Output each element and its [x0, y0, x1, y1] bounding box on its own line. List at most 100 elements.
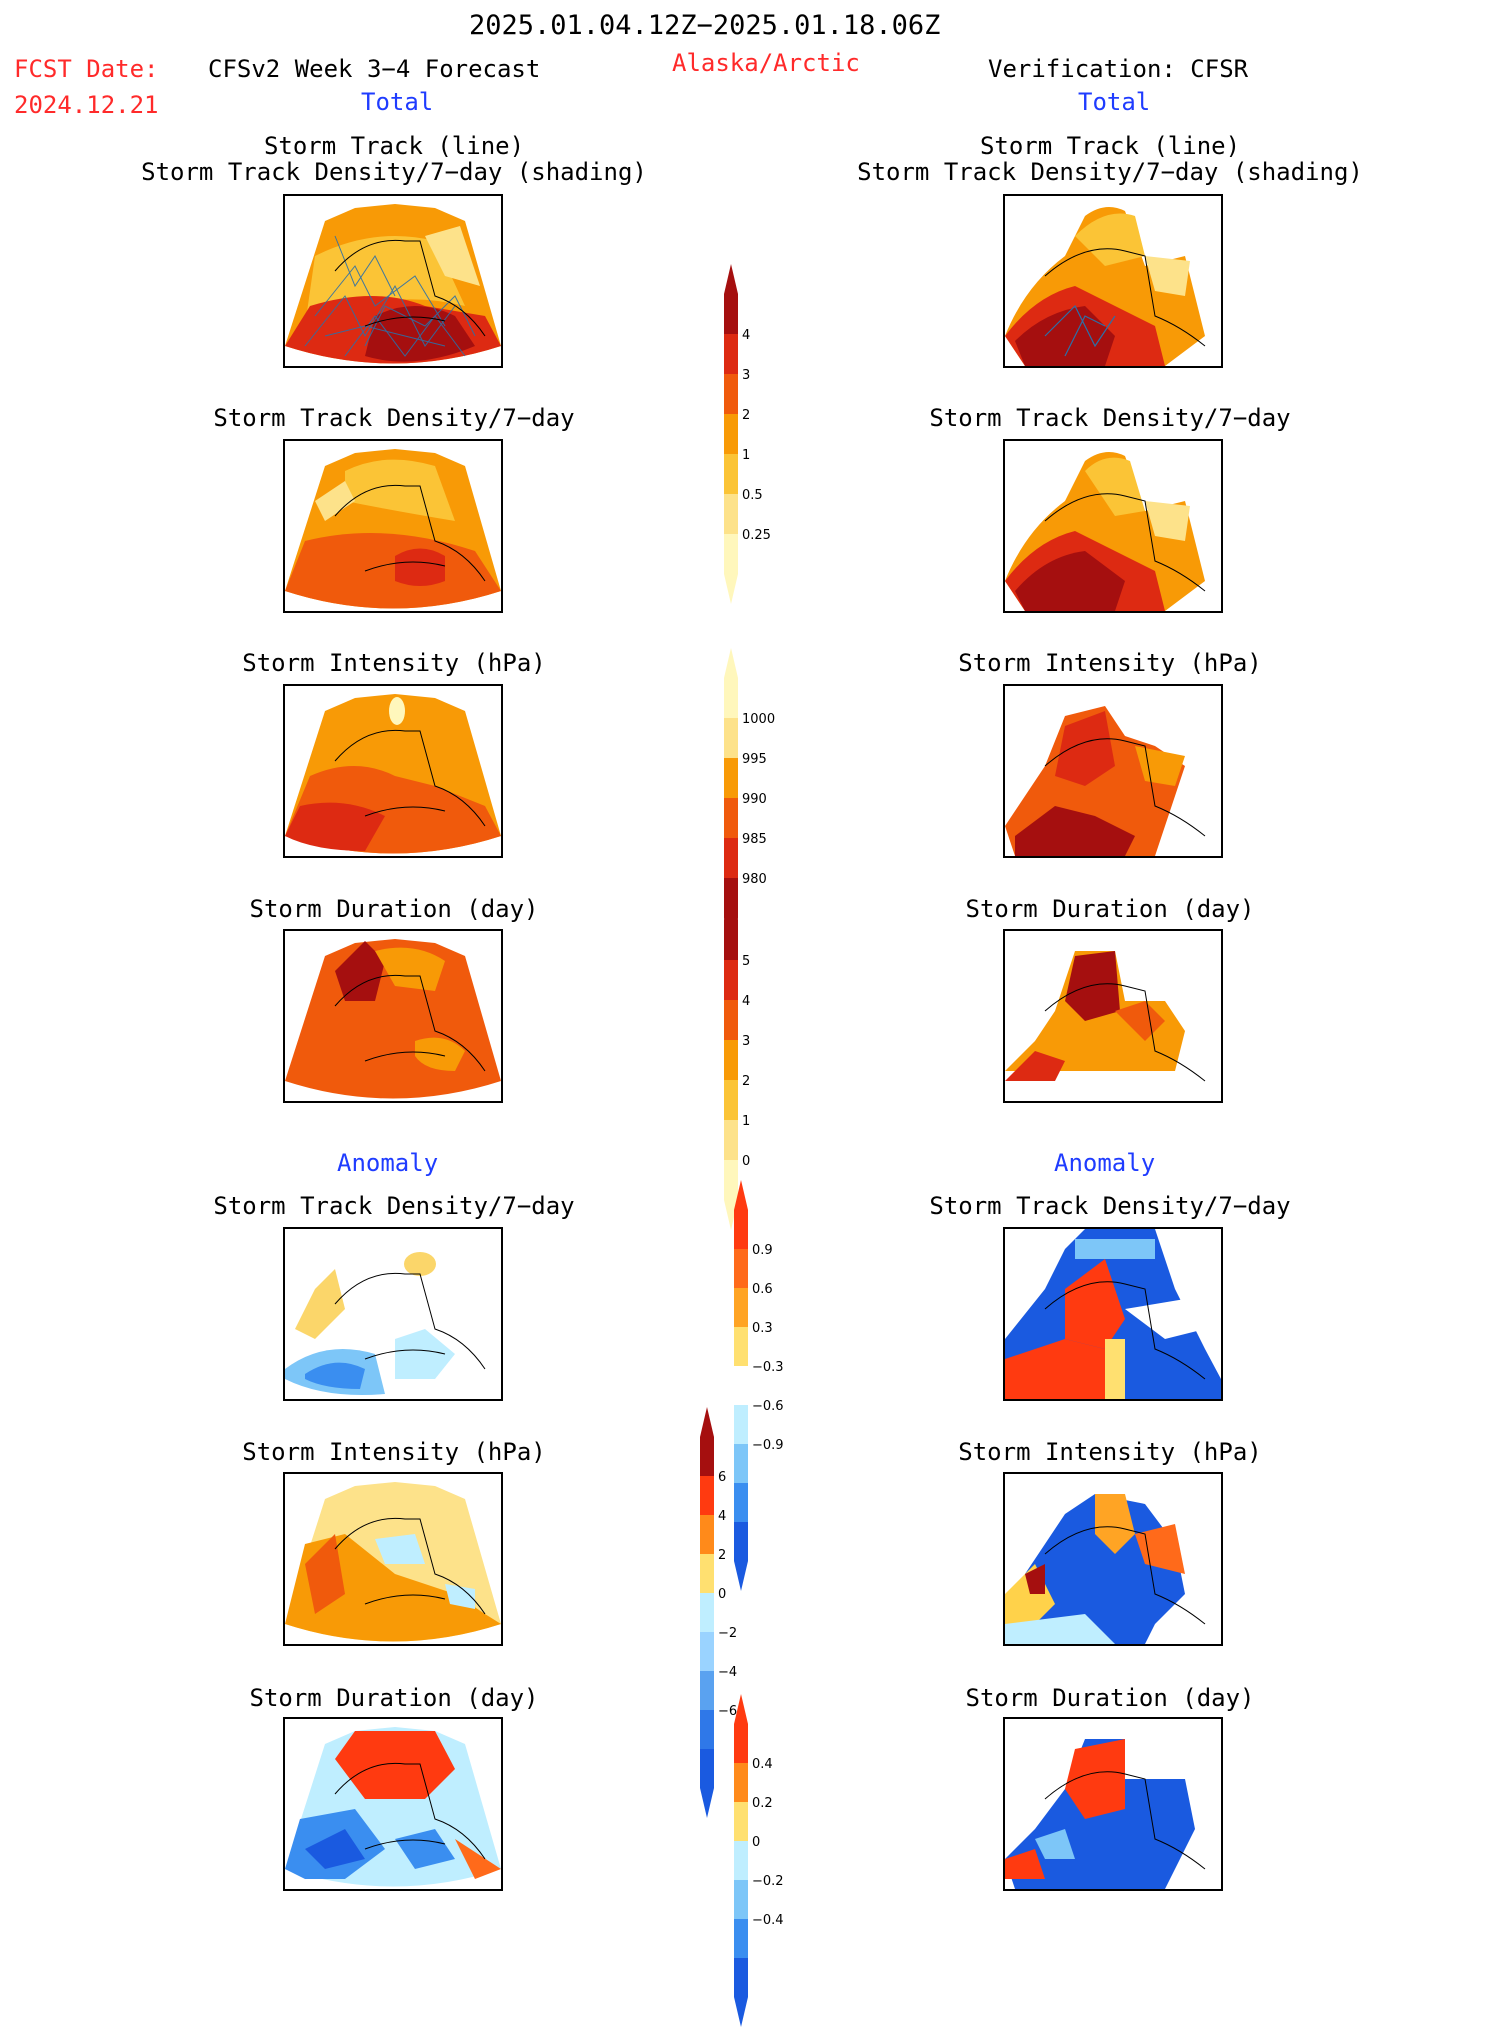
- map-anom-density-forecast: [283, 1227, 503, 1401]
- duration_total-tick-label: 5: [742, 954, 750, 969]
- density_total-tick-label: 0.5: [742, 488, 763, 503]
- density_anomaly-tick-label: −0.9: [752, 1438, 784, 1453]
- intensity_total-swatch: [724, 838, 738, 878]
- title-anom-intensity-right: Storm Intensity (hPa): [958, 1438, 1262, 1466]
- density_anomaly-tick-label: 0.6: [752, 1282, 773, 1297]
- title-anom-intensity-left: Storm Intensity (hPa): [242, 1438, 546, 1466]
- density_total-tick-label: 2: [742, 408, 750, 423]
- density_total-swatch: [724, 454, 738, 494]
- duration_total-swatch: [724, 1120, 738, 1160]
- map-duration-verification: [1003, 929, 1223, 1103]
- map-anom-duration-forecast: [283, 1717, 503, 1891]
- intensity_total-swatch: [724, 678, 738, 718]
- intensity_anomaly-swatch: [700, 1749, 714, 1788]
- density_anomaly-tick-label: 0.3: [752, 1321, 773, 1336]
- duration_total-swatch: [724, 1160, 738, 1200]
- anomaly-label-left: Anomaly: [337, 1149, 439, 1177]
- colorbar-duration-total: 5 4 3 2 1 0: [724, 890, 784, 1238]
- duration_anomaly-tick-label: −0.4: [752, 1913, 784, 1928]
- title-anom-density-right: Storm Track Density/7−day: [929, 1192, 1291, 1220]
- intensity_anomaly-swatch: [700, 1515, 714, 1554]
- intensity_total-top-arrow: [724, 648, 738, 678]
- map-intensity-verification: [1003, 684, 1223, 858]
- intensity_total-swatch: [724, 798, 738, 838]
- duration_total-tick-label: 4: [742, 994, 750, 1009]
- intensity_anomaly-tick-label: 2: [718, 1548, 726, 1563]
- map-track-verification: [1003, 194, 1223, 368]
- intensity_anomaly-tick-label: −2: [718, 1626, 737, 1641]
- title-track-line-right: Storm Track (line): [979, 132, 1241, 160]
- intensity_anomaly-swatch: [700, 1437, 714, 1476]
- title-density-left: Storm Track Density/7−day: [213, 404, 575, 432]
- density_anomaly-swatch: [734, 1405, 748, 1444]
- title-track-shading-left: Storm Track Density/7−day (shading): [141, 158, 647, 186]
- map-anom-duration-verification: [1003, 1717, 1223, 1891]
- total-label-right: Total: [1078, 88, 1151, 116]
- title-density-right: Storm Track Density/7−day: [929, 404, 1291, 432]
- region-title: Alaska/Arctic: [672, 49, 860, 77]
- duration_anomaly-swatch: [734, 1958, 748, 1997]
- duration_total-swatch: [724, 1000, 738, 1040]
- intensity_anomaly-tick-label: 4: [718, 1509, 726, 1524]
- map-density-forecast: [283, 439, 503, 613]
- density_anomaly-bottom-arrow: [734, 1561, 748, 1591]
- title-anom-duration-left: Storm Duration (day): [249, 1684, 539, 1712]
- intensity_anomaly-swatch: [700, 1632, 714, 1671]
- colorbar-duration-anomaly: 0.4 0.2 0 −0.2 −0.4: [734, 1694, 794, 2035]
- total-label-left: Total: [361, 88, 434, 116]
- intensity_anomaly-swatch: [700, 1476, 714, 1515]
- intensity_anomaly-bottom-arrow: [700, 1788, 714, 1818]
- intensity_total-tick-label: 1000: [742, 712, 775, 727]
- duration_total-tick-label: 1: [742, 1114, 750, 1129]
- duration_anomaly-swatch: [734, 1763, 748, 1802]
- duration_anomaly-tick-label: 0: [752, 1835, 760, 1850]
- title-track-shading-right: Storm Track Density/7−day (shading): [857, 158, 1363, 186]
- duration_total-swatch: [724, 1040, 738, 1080]
- duration_anomaly-swatch: [734, 1724, 748, 1763]
- intensity_total-swatch: [724, 718, 738, 758]
- intensity_total-tick-label: 985: [742, 832, 767, 847]
- density_total-swatch: [724, 374, 738, 414]
- density_anomaly-swatch: [734, 1249, 748, 1288]
- title-intensity-right: Storm Intensity (hPa): [958, 649, 1262, 677]
- intensity_total-tick-label: 995: [742, 752, 767, 767]
- density_total-swatch: [724, 534, 738, 574]
- title-anom-density-left: Storm Track Density/7−day: [213, 1192, 575, 1220]
- duration_total-swatch: [724, 1080, 738, 1120]
- colorbar-density-anomaly: 0.9 0.6 0.3 −0.3 −0.6 −0.9: [734, 1180, 794, 1599]
- intensity_anomaly-swatch: [700, 1593, 714, 1632]
- map-anom-intensity-forecast: [283, 1472, 503, 1646]
- anomaly-label-right: Anomaly: [1054, 1149, 1156, 1177]
- density_anomaly-swatch: [734, 1210, 748, 1249]
- density_total-tick-label: 0.25: [742, 528, 771, 543]
- title-duration-left: Storm Duration (day): [249, 895, 539, 923]
- duration_total-tick-label: 2: [742, 1074, 750, 1089]
- density_total-swatch: [724, 294, 738, 334]
- density_total-top-arrow: [724, 264, 738, 294]
- duration_total-swatch: [724, 960, 738, 1000]
- density_anomaly-tick-label: −0.6: [752, 1399, 784, 1414]
- colorbar-density-total: 4 3 2 1 0.5 0.25: [724, 264, 784, 612]
- colorbar-intensity-anomaly: 6 4 2 0 −2 −4 −6: [700, 1407, 760, 1826]
- intensity_total-tick-label: 980: [742, 872, 767, 887]
- density_total-swatch: [724, 494, 738, 534]
- intensity_anomaly-tick-label: 6: [718, 1470, 726, 1485]
- duration_anomaly-top-arrow: [734, 1694, 748, 1724]
- map-intensity-forecast: [283, 684, 503, 858]
- title-anom-duration-right: Storm Duration (day): [965, 1684, 1255, 1712]
- intensity_anomaly-tick-label: 0: [718, 1587, 726, 1602]
- duration_anomaly-swatch: [734, 1802, 748, 1841]
- density_total-tick-label: 4: [742, 328, 750, 343]
- duration_anomaly-tick-label: 0.2: [752, 1796, 773, 1811]
- map-anom-density-verification: [1003, 1227, 1223, 1401]
- fcst-date-label: FCST Date:: [14, 55, 159, 83]
- intensity_anomaly-swatch: [700, 1671, 714, 1710]
- duration_total-swatch: [724, 920, 738, 960]
- density_anomaly-swatch: [734, 1366, 748, 1405]
- density_total-swatch: [724, 334, 738, 374]
- duration_total-bottom-arrow: [724, 1200, 738, 1230]
- density_total-tick-label: 3: [742, 368, 750, 383]
- intensity_anomaly-tick-label: −6: [718, 1704, 737, 1719]
- density_anomaly-swatch: [734, 1288, 748, 1327]
- density_total-tick-label: 1: [742, 448, 750, 463]
